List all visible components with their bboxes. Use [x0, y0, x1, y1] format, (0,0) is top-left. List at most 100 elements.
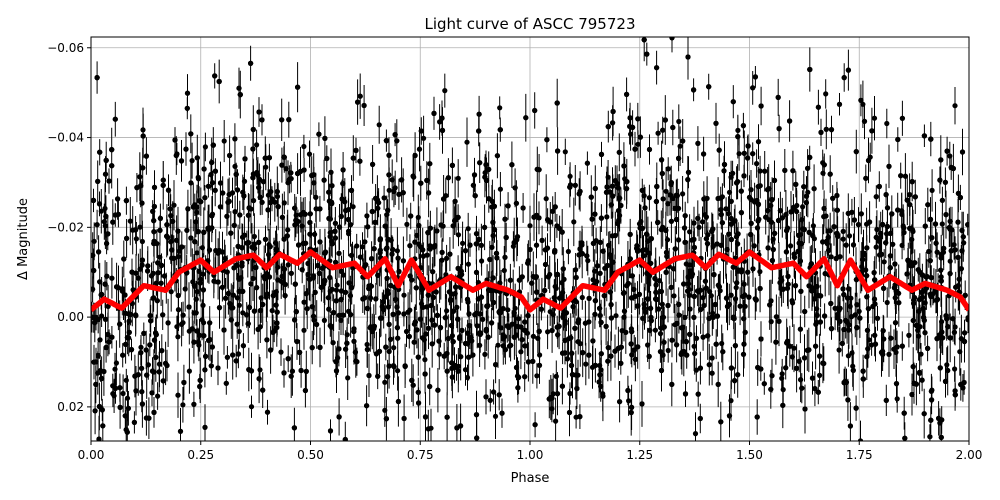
- data-point: [770, 246, 776, 253]
- data-point: [720, 349, 726, 355]
- data-point: [143, 347, 149, 353]
- data-point: [732, 296, 739, 302]
- data-point: [663, 269, 669, 275]
- data-point: [895, 136, 901, 143]
- data-point: [124, 395, 131, 401]
- data-point: [569, 350, 575, 356]
- data-point: [282, 293, 288, 299]
- data-point: [655, 219, 661, 225]
- data-point: [642, 205, 648, 211]
- data-point: [203, 353, 209, 359]
- data-point: [559, 383, 566, 389]
- data-point: [741, 173, 747, 179]
- data-point: [385, 374, 391, 380]
- data-point: [417, 316, 423, 322]
- data-point: [788, 243, 794, 249]
- data-point: [416, 400, 422, 406]
- data-point: [202, 144, 208, 150]
- data-point: [157, 215, 163, 221]
- data-point: [958, 381, 964, 388]
- data-point: [333, 298, 339, 304]
- data-point: [410, 382, 416, 388]
- data-point: [486, 196, 492, 202]
- data-point: [197, 280, 203, 286]
- data-point: [406, 333, 412, 340]
- data-point: [668, 284, 674, 290]
- data-point: [632, 356, 639, 362]
- data-point: [165, 320, 171, 326]
- data-point: [904, 197, 910, 203]
- data-point: [719, 220, 726, 226]
- data-point: [119, 286, 126, 292]
- data-point: [899, 343, 905, 349]
- data-point: [823, 213, 829, 219]
- data-point: [604, 262, 611, 269]
- data-point: [575, 339, 581, 345]
- data-point: [347, 293, 353, 299]
- data-point: [617, 399, 623, 405]
- data-point: [178, 158, 185, 164]
- data-point: [176, 248, 182, 254]
- data-point: [790, 168, 796, 174]
- data-point: [385, 207, 391, 213]
- data-point: [950, 316, 956, 322]
- data-point: [153, 354, 159, 360]
- data-point: [151, 218, 157, 224]
- data-point: [823, 91, 829, 97]
- data-point: [592, 268, 598, 274]
- data-point: [245, 321, 251, 327]
- data-point: [509, 162, 515, 168]
- data-point: [625, 280, 631, 287]
- data-point: [424, 304, 430, 310]
- data-point: [573, 274, 579, 281]
- data-point: [822, 313, 828, 319]
- data-point: [477, 160, 483, 166]
- data-point: [672, 205, 678, 211]
- data-point: [354, 359, 360, 365]
- data-point: [660, 196, 666, 202]
- data-point: [898, 173, 904, 179]
- data-point: [439, 249, 445, 255]
- data-point: [817, 353, 823, 359]
- data-point: [926, 248, 932, 255]
- data-point: [955, 254, 961, 260]
- data-point: [379, 304, 385, 310]
- data-point: [754, 161, 760, 167]
- data-point: [822, 271, 828, 277]
- data-point: [259, 199, 265, 205]
- data-point: [550, 312, 556, 318]
- data-point: [283, 166, 289, 172]
- data-point: [525, 313, 531, 319]
- data-point: [498, 325, 504, 331]
- data-point: [364, 403, 370, 409]
- data-point: [125, 405, 131, 411]
- data-point: [194, 209, 200, 215]
- data-point: [668, 218, 675, 224]
- data-point: [849, 350, 855, 356]
- data-point: [496, 392, 502, 398]
- data-point: [174, 237, 180, 243]
- data-point: [810, 233, 816, 239]
- data-point: [336, 346, 342, 352]
- data-point: [579, 251, 585, 257]
- data-point: [228, 305, 234, 311]
- data-point: [179, 321, 185, 327]
- data-point: [322, 135, 328, 141]
- data-point: [925, 202, 931, 208]
- data-point: [676, 205, 682, 211]
- data-point: [186, 304, 192, 310]
- data-point: [427, 246, 433, 252]
- data-point: [939, 319, 945, 325]
- data-point: [149, 368, 156, 374]
- data-point: [102, 171, 109, 177]
- data-point: [559, 280, 565, 286]
- data-point: [659, 157, 665, 163]
- data-point: [742, 303, 748, 309]
- data-point: [648, 260, 654, 266]
- data-point: [965, 222, 969, 228]
- data-point: [466, 354, 472, 360]
- data-point: [418, 128, 424, 134]
- data-point: [669, 381, 675, 387]
- data-point: [383, 138, 389, 144]
- data-point: [826, 247, 832, 253]
